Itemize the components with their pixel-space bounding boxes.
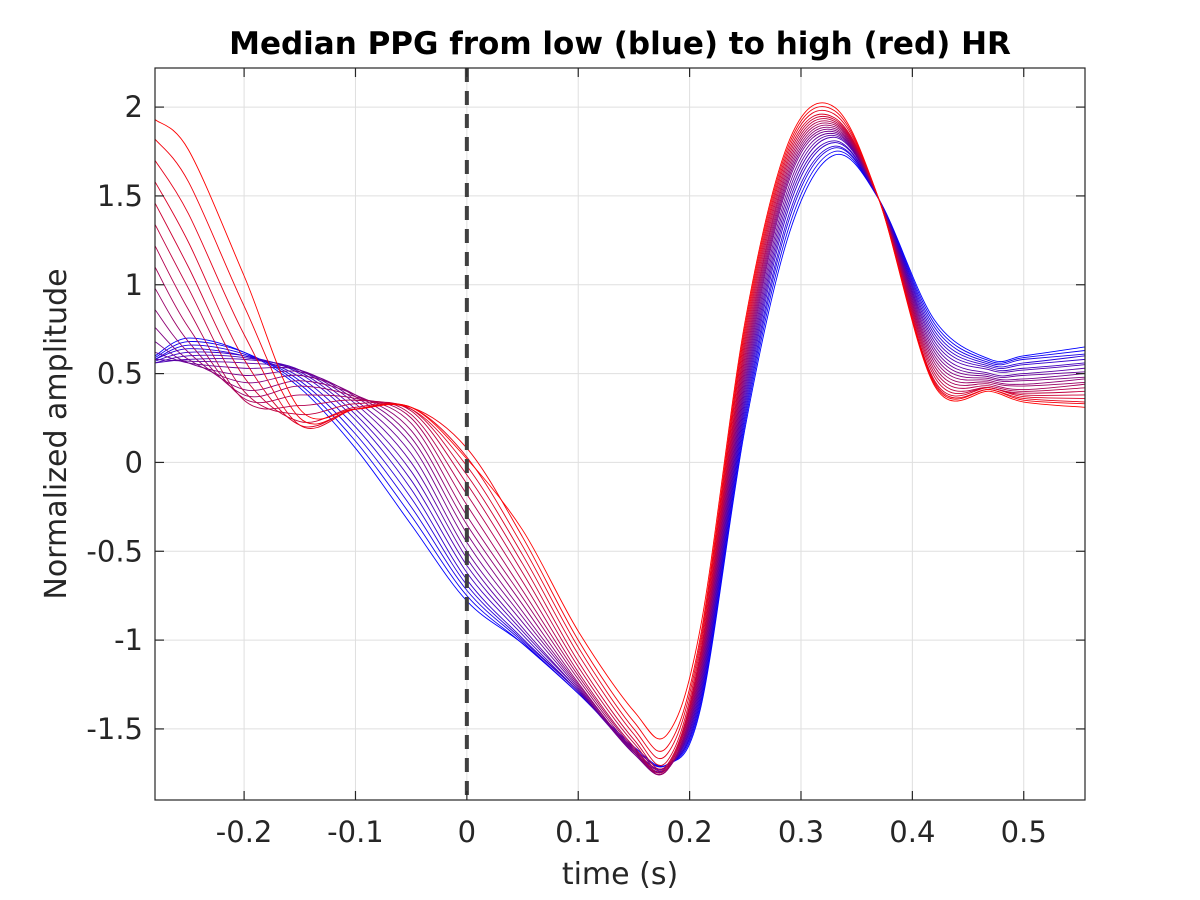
x-tick-label: -0.1 bbox=[327, 815, 384, 849]
y-tick-label: 0.5 bbox=[97, 357, 143, 391]
ppg-series-line bbox=[154, 126, 1086, 776]
ppg-series-line bbox=[154, 150, 1086, 768]
x-tick-label: 0.4 bbox=[889, 815, 935, 849]
ppg-series-line bbox=[154, 122, 1086, 774]
y-tick-label: 1 bbox=[125, 268, 143, 302]
ppg-series-line bbox=[154, 113, 1086, 766]
ppg-series-line bbox=[154, 147, 1086, 768]
x-tick-label: 0.3 bbox=[778, 815, 824, 849]
ppg-series-line bbox=[154, 130, 1086, 776]
ppg-series-line bbox=[154, 110, 1086, 760]
x-axis-label: time (s) bbox=[562, 857, 678, 892]
y-tick-label: 1.5 bbox=[97, 179, 143, 213]
y-tick-label: 0 bbox=[125, 445, 143, 479]
ppg-series-line bbox=[154, 140, 1086, 771]
chart-title: Median PPG from low (blue) to high (red)… bbox=[229, 26, 1011, 62]
y-axis-label: Normalized amplitude bbox=[39, 268, 74, 599]
y-tick-label: 2 bbox=[125, 90, 143, 124]
axes-box bbox=[154, 67, 1086, 801]
ppg-series-line bbox=[154, 120, 1086, 774]
y-tick-label: -0.5 bbox=[86, 534, 143, 568]
ppg-series-line bbox=[154, 136, 1086, 773]
x-tick-label: 0 bbox=[458, 815, 476, 849]
ppg-series-line bbox=[154, 145, 1086, 770]
series-group bbox=[154, 102, 1086, 776]
ticks: -0.2 -0.1 0 0.1 0.2 0.3 0.4 0.5 -1.5 -1 -0.5 0 0.5 1 1… bbox=[86, 68, 1085, 849]
ppg-series-line bbox=[154, 106, 1086, 752]
y-tick-label: -1.5 bbox=[86, 712, 143, 746]
ppg-series-line bbox=[154, 115, 1086, 770]
x-tick-label: 0.1 bbox=[555, 815, 601, 849]
x-tick-label: 0.2 bbox=[667, 815, 713, 849]
ppg-series-line bbox=[154, 124, 1086, 776]
ppg-series-line bbox=[154, 118, 1086, 772]
ppg-series-line bbox=[154, 153, 1086, 767]
x-tick-label: -0.2 bbox=[216, 815, 273, 849]
ppg-series-line bbox=[154, 102, 1086, 740]
ppg-series-line bbox=[154, 135, 1086, 773]
ppg-series-line bbox=[154, 132, 1086, 774]
ppg-series-line bbox=[154, 128, 1086, 776]
grid bbox=[155, 68, 1085, 800]
x-tick-label: 0.5 bbox=[1001, 815, 1047, 849]
ppg-series-line bbox=[154, 142, 1086, 770]
y-tick-label: -1 bbox=[114, 623, 143, 657]
